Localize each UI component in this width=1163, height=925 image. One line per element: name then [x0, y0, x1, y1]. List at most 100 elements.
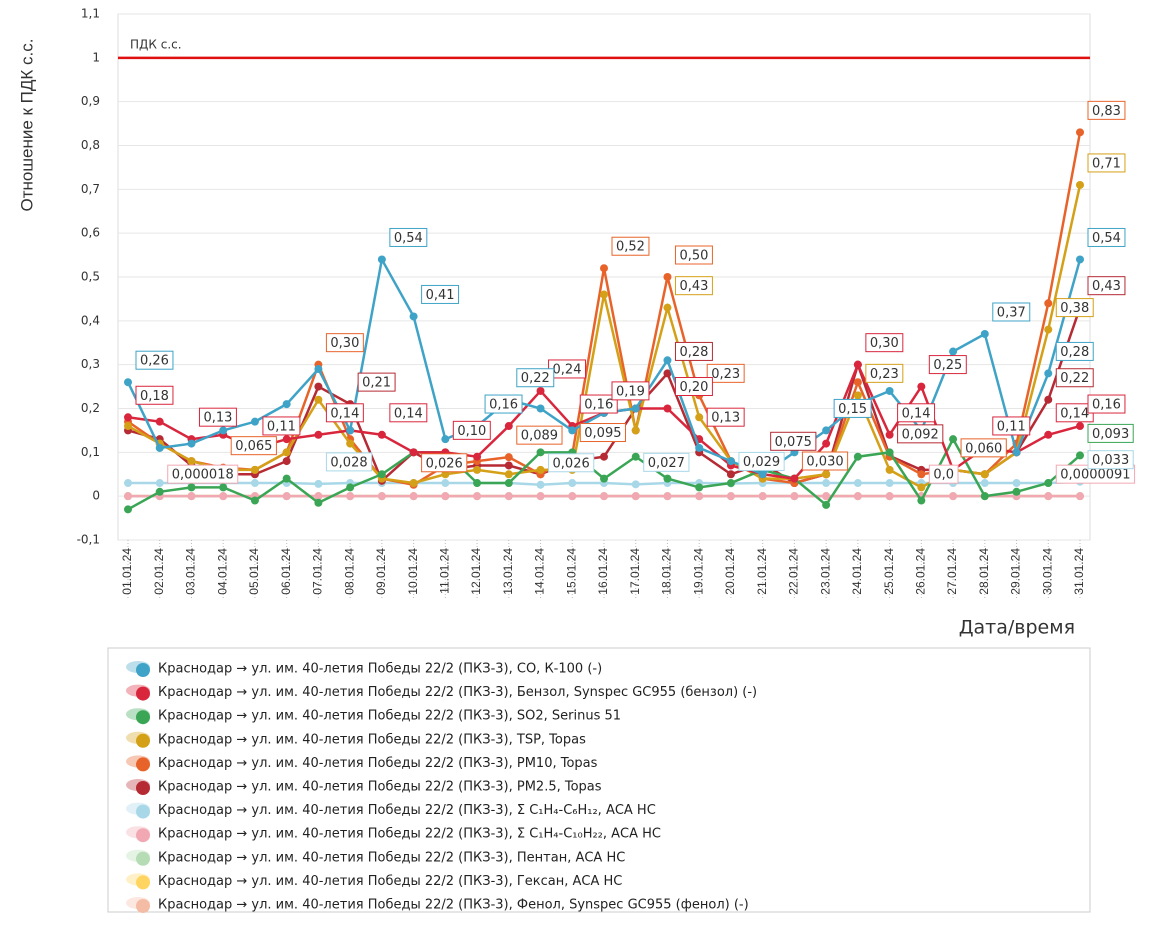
data-point: [537, 466, 545, 474]
data-point: [219, 492, 227, 500]
data-point: [854, 492, 862, 500]
x-tick-label: 27.01.24: [945, 548, 959, 595]
data-point: [346, 483, 354, 491]
data-point: [187, 457, 195, 465]
data-point: [663, 475, 671, 483]
data-point: [600, 475, 608, 483]
data-point: [822, 470, 830, 478]
value-label: 0,43: [679, 279, 708, 294]
value-label: 0,43: [1092, 279, 1121, 294]
data-point: [1044, 479, 1052, 487]
value-label: 0,18: [140, 389, 169, 404]
legend-marker: [136, 805, 150, 819]
data-point: [537, 387, 545, 395]
data-point: [410, 492, 418, 500]
data-point: [886, 492, 894, 500]
y-tick-label: 0,1: [81, 445, 100, 459]
value-label: 0,54: [1092, 231, 1121, 246]
value-label: 0,23: [870, 367, 899, 382]
data-point: [727, 479, 735, 487]
legend-marker: [136, 757, 150, 771]
data-point: [1044, 326, 1052, 334]
legend-marker: [136, 734, 150, 748]
legend-label: Краснодар → ул. им. 40-летия Победы 22/2…: [158, 732, 586, 747]
data-point: [727, 457, 735, 465]
y-tick-label: 0: [92, 489, 100, 503]
x-tick-label: 01.01.24: [120, 548, 134, 595]
data-point: [949, 348, 957, 356]
value-label: 0,028: [330, 455, 367, 470]
value-label: 0,033: [1092, 453, 1129, 468]
value-label: 0,026: [553, 456, 590, 471]
data-point: [378, 492, 386, 500]
x-tick-label: 17.01.24: [628, 548, 642, 595]
x-tick-label: 22.01.24: [787, 548, 801, 595]
value-label: 0,41: [426, 288, 455, 303]
data-point: [378, 431, 386, 439]
legend-marker: [136, 852, 150, 866]
value-label: 0,0000091: [1060, 468, 1130, 483]
data-point: [251, 479, 259, 487]
data-point: [1076, 181, 1084, 189]
data-point: [283, 457, 291, 465]
value-label: 0,38: [1060, 301, 1089, 316]
data-point: [219, 426, 227, 434]
legend-marker: [136, 663, 150, 677]
value-label: 0,28: [1060, 345, 1089, 360]
x-tick-label: 25.01.24: [882, 548, 896, 595]
data-point: [314, 499, 322, 507]
data-point: [759, 470, 767, 478]
value-label: 0,11: [267, 419, 296, 434]
data-point: [378, 470, 386, 478]
value-label: 0,092: [902, 427, 939, 442]
x-tick-label: 18.01.24: [660, 548, 674, 595]
value-label: 0,16: [584, 398, 613, 413]
y-tick-label: 0,2: [81, 401, 100, 415]
x-tick-label: 31.01.24: [1072, 548, 1086, 595]
data-point: [1076, 255, 1084, 263]
x-tick-label: 07.01.24: [311, 548, 325, 595]
x-tick-label: 29.01.24: [1009, 548, 1023, 595]
x-tick-label: 24.01.24: [850, 548, 864, 595]
data-point: [981, 470, 989, 478]
x-tick-label: 20.01.24: [723, 548, 737, 595]
x-axis-title: Дата/время: [959, 617, 1075, 639]
data-point: [663, 273, 671, 281]
value-label: 0,13: [711, 411, 740, 426]
data-point: [283, 400, 291, 408]
data-point: [886, 479, 894, 487]
data-point: [759, 492, 767, 500]
data-point: [441, 492, 449, 500]
data-point: [663, 492, 671, 500]
data-point: [632, 426, 640, 434]
data-point: [314, 396, 322, 404]
data-point: [886, 387, 894, 395]
data-point: [187, 440, 195, 448]
data-point: [600, 264, 608, 272]
x-tick-label: 04.01.24: [215, 548, 229, 595]
data-point: [854, 378, 862, 386]
data-point: [473, 479, 481, 487]
y-tick-label: 0,3: [81, 357, 100, 371]
data-point: [822, 440, 830, 448]
data-point: [790, 475, 798, 483]
x-tick-label: 08.01.24: [342, 548, 356, 595]
data-point: [187, 483, 195, 491]
value-label: 0,15: [838, 402, 867, 417]
x-tick-label: 06.01.24: [279, 548, 293, 595]
y-tick-label: 0,5: [81, 270, 100, 284]
data-point: [822, 426, 830, 434]
data-point: [600, 453, 608, 461]
value-label: 0,30: [870, 336, 899, 351]
data-point: [314, 365, 322, 373]
data-point: [378, 255, 386, 263]
legend-label: Краснодар → ул. им. 40-летия Победы 22/2…: [158, 685, 757, 700]
data-point: [156, 488, 164, 496]
y-tick-label: 0,9: [81, 94, 100, 108]
value-label: 0,027: [648, 456, 685, 471]
data-point: [1076, 492, 1084, 500]
data-point: [1013, 479, 1021, 487]
data-point: [854, 479, 862, 487]
data-point: [1044, 431, 1052, 439]
